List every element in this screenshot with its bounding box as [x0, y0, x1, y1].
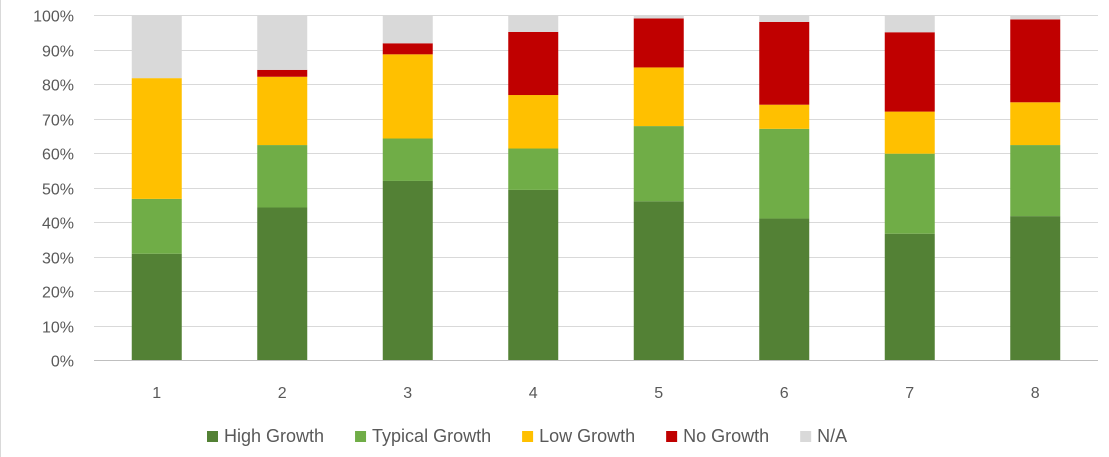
legend-item: No Growth [666, 426, 769, 446]
bar-segment-typical-growth-3 [382, 138, 433, 181]
y-tick-label: 20% [42, 285, 74, 302]
bar-segment-typical-growth-8 [1010, 145, 1061, 217]
bar-segment-typical-growth-2 [257, 145, 308, 208]
bar-segment-no-growth-6 [759, 21, 810, 105]
y-tick-label: 70% [42, 113, 74, 130]
y-tick-label: 30% [42, 251, 74, 268]
bar-segment-typical-growth-5 [633, 126, 684, 202]
bar-segment-high-growth-7 [884, 233, 935, 360]
bars [131, 15, 1061, 360]
bar-segment-low-growth-4 [508, 95, 559, 149]
x-tick-label: 7 [905, 385, 914, 402]
y-tick-label: 50% [42, 182, 74, 199]
bar-segment-high-growth-4 [508, 189, 559, 360]
x-tick-label: 2 [278, 385, 287, 402]
axes: 0% 10% 20% 30% 40% 50% 60% 70% 80% 90% 100% 1 2 3 4 5 6 7… [33, 9, 1098, 402]
legend-label: High Growth [224, 426, 324, 446]
bar-segment-n-a-8 [1010, 15, 1061, 20]
y-tick-label: 60% [42, 147, 74, 164]
bar-segment-n-a-3 [382, 15, 433, 44]
bar-segment-no-growth-2 [257, 69, 308, 77]
bar-segment-low-growth-3 [382, 54, 433, 139]
x-tick-label: 5 [654, 385, 663, 402]
legend-label: Low Growth [539, 426, 635, 446]
legend-item: Typical Growth [355, 426, 491, 446]
bar-segment-low-growth-6 [759, 104, 810, 129]
bar-segment-n-a-6 [759, 15, 810, 22]
bar-segment-no-growth-3 [382, 43, 433, 55]
bar-segment-low-growth-5 [633, 67, 684, 127]
x-tick-label: 1 [152, 385, 161, 402]
x-tick-label: 8 [1031, 385, 1040, 402]
x-tick-label: 6 [780, 385, 789, 402]
legend: High Growth Typical Growth Low Growth No Gr… [207, 426, 847, 446]
bar-segment-typical-growth-4 [508, 148, 559, 190]
bar-segment-typical-growth-1 [131, 198, 182, 254]
y-tick-label: 80% [42, 78, 74, 95]
bar-segment-n-a-2 [257, 15, 308, 70]
bar-segment-high-growth-1 [131, 253, 182, 360]
y-tick-label: 40% [42, 216, 74, 233]
bar-segment-low-growth-1 [131, 78, 182, 199]
x-tick-label: 4 [529, 385, 538, 402]
bar-segment-low-growth-8 [1010, 102, 1061, 146]
legend-swatch [207, 431, 218, 442]
bar-segment-low-growth-7 [884, 111, 935, 154]
bar-segment-typical-growth-7 [884, 153, 935, 234]
legend-item: Low Growth [522, 426, 635, 446]
legend-label: N/A [817, 426, 847, 446]
bar-segment-high-growth-5 [633, 201, 684, 360]
y-tick-label: 90% [42, 44, 74, 61]
legend-swatch [666, 431, 678, 442]
bar-segment-no-growth-7 [884, 32, 935, 112]
bar-segment-n-a-1 [131, 15, 182, 79]
bar-segment-high-growth-6 [759, 218, 810, 360]
bar-segment-n-a-7 [884, 15, 935, 33]
y-tick-label: 10% [42, 320, 74, 337]
bar-segment-no-growth-4 [508, 31, 559, 96]
bar-segment-no-growth-5 [633, 18, 684, 68]
bar-segment-high-growth-8 [1010, 216, 1061, 360]
legend-label: No Growth [683, 426, 769, 446]
bar-segment-low-growth-2 [257, 76, 308, 146]
legend-swatch [800, 431, 812, 442]
y-tick-label: 100% [33, 9, 74, 26]
bar-segment-n-a-4 [508, 15, 559, 32]
legend-swatch [355, 431, 367, 442]
bar-segment-high-growth-3 [382, 180, 433, 360]
legend-swatch [522, 431, 534, 442]
bar-segment-high-growth-2 [257, 207, 308, 360]
bar-segment-n-a-5 [633, 15, 684, 19]
x-tick-label: 3 [403, 385, 412, 402]
legend-item: N/A [800, 426, 847, 446]
bar-segment-no-growth-8 [1010, 19, 1061, 103]
legend-item: High Growth [207, 426, 324, 446]
bar-segment-typical-growth-6 [759, 128, 810, 219]
gridlines [94, 15, 1098, 361]
y-tick-label: 0% [51, 354, 74, 371]
legend-label: Typical Growth [372, 426, 491, 446]
